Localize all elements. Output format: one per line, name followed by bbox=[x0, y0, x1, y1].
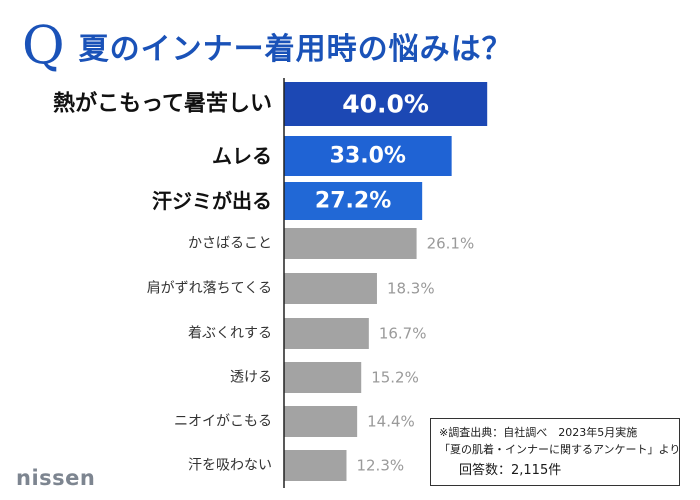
value-label: 27.2% bbox=[315, 189, 391, 214]
category-label: かさばること bbox=[188, 236, 272, 252]
bar bbox=[284, 182, 423, 220]
bar bbox=[284, 318, 369, 349]
bar bbox=[284, 136, 452, 176]
category-label: 熱がこもって暑苦しい bbox=[53, 91, 272, 117]
category-label: ニオイがこもる bbox=[174, 414, 272, 430]
category-label: 汗を吸わない bbox=[188, 458, 272, 474]
value-label: 12.3% bbox=[356, 457, 404, 475]
value-label: 15.2% bbox=[371, 369, 419, 387]
category-label: ムレる bbox=[212, 144, 272, 168]
title-row: Q 夏のインナー着用時の悩みは？ bbox=[22, 18, 513, 74]
value-label: 16.7% bbox=[379, 325, 427, 343]
category-label: 汗ジミが出る bbox=[152, 189, 272, 213]
nissen-logo: nissen bbox=[16, 466, 96, 490]
value-label: 26.1% bbox=[427, 235, 475, 253]
value-label: 14.4% bbox=[367, 413, 415, 431]
bar bbox=[284, 450, 347, 481]
bar bbox=[284, 406, 358, 437]
category-label: 着ぶくれする bbox=[188, 326, 272, 342]
note-source: ※調査出典：自社調べ 2023年5月実施 bbox=[439, 426, 638, 439]
bar bbox=[284, 228, 417, 259]
q-mark: Q bbox=[22, 16, 65, 76]
chart-title: 夏のインナー着用時の悩みは？ bbox=[78, 32, 513, 67]
survey-note: ※調査出典：自社調べ 2023年5月実施 「夏の肌着・インナーに関するアンケート… bbox=[430, 418, 680, 486]
value-label: 18.3% bbox=[387, 280, 435, 298]
category-label: 肩がずれ落ちてくる bbox=[147, 281, 272, 297]
value-label: 40.0% bbox=[342, 90, 429, 119]
note-respondents: 回答数：2,115件 bbox=[459, 463, 562, 478]
bar bbox=[284, 82, 488, 126]
value-label: 33.0% bbox=[330, 144, 406, 169]
bar bbox=[284, 362, 362, 393]
note-survey: 「夏の肌着・インナーに関するアンケート」より bbox=[439, 442, 681, 456]
category-label: 透ける bbox=[230, 370, 272, 386]
bar bbox=[284, 273, 377, 304]
